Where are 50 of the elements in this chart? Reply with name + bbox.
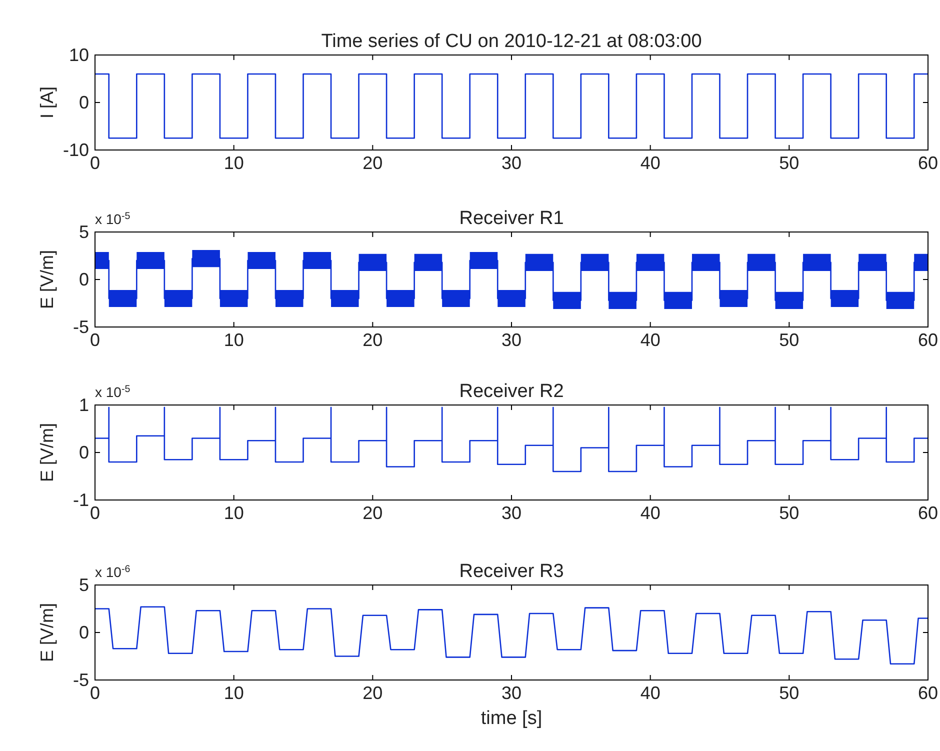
chart-title: Receiver R3 <box>459 561 564 582</box>
chart-title: Receiver R1 <box>459 208 564 229</box>
text: x 10$^{-5}$ <box>95 210 131 227</box>
x-tick-label: 40 <box>640 153 660 173</box>
x-tick-label: 20 <box>362 153 383 173</box>
x-tick-label: 20 <box>362 330 383 350</box>
y-axis-title: E [V/m] <box>37 602 57 662</box>
y-tick-label: -5 <box>72 317 89 337</box>
x-tick-label: 50 <box>779 503 800 523</box>
x-tick-label: 20 <box>362 683 383 703</box>
y-tick-label: -5 <box>72 670 89 690</box>
chart-title: Time series of CU on 2010-12-21 at 08:03:00 <box>321 31 702 52</box>
line-series <box>94 606 929 664</box>
x-axis-title: time [s] <box>480 708 542 729</box>
y-tick-label: 1 <box>78 395 89 415</box>
text: x 10$^{-6}$ <box>95 564 131 580</box>
y-tick-label: 10 <box>68 45 89 65</box>
x-tick-label: 40 <box>640 503 660 523</box>
x-tick-label: 40 <box>640 683 660 703</box>
y-axis-title: E [V/m] <box>37 250 57 310</box>
y-axis-title: I [A] <box>37 86 57 119</box>
x-tick-label: 10 <box>224 330 244 350</box>
line-series <box>94 406 929 472</box>
y-tick-label: 5 <box>78 575 89 595</box>
x-tick-label: 60 <box>918 153 938 173</box>
x-tick-label: 10 <box>224 153 244 173</box>
x-tick-label: 10 <box>224 683 244 703</box>
y-axis-title: E [V/m] <box>37 422 57 482</box>
y-tick-label: 0 <box>78 92 89 112</box>
y-tick-label: -10 <box>62 140 89 160</box>
x-tick-label: 60 <box>918 503 938 523</box>
x-tick-label: 50 <box>779 683 800 703</box>
x-tick-label: 30 <box>501 503 522 523</box>
x-tick-label: 50 <box>779 330 800 350</box>
x-tick-label: 30 <box>501 330 522 350</box>
y-tick-label: 0 <box>78 442 89 462</box>
x-tick-label: 60 <box>918 683 938 703</box>
y-tick-label: 0 <box>78 622 89 642</box>
y-tick-label: 0 <box>78 270 89 290</box>
x-tick-label: 60 <box>918 330 938 350</box>
x-tick-label: 50 <box>779 153 800 173</box>
text: x 10$^{-5}$ <box>95 384 131 400</box>
y-tick-label: 5 <box>78 222 89 242</box>
y-tick-label: -1 <box>72 490 89 510</box>
x-tick-label: 10 <box>224 503 244 523</box>
chart-title: Receiver R2 <box>459 381 564 402</box>
x-tick-label: 30 <box>501 683 522 703</box>
x-tick-label: 40 <box>640 330 660 350</box>
x-tick-label: 30 <box>501 153 522 173</box>
x-tick-label: 20 <box>362 503 383 523</box>
